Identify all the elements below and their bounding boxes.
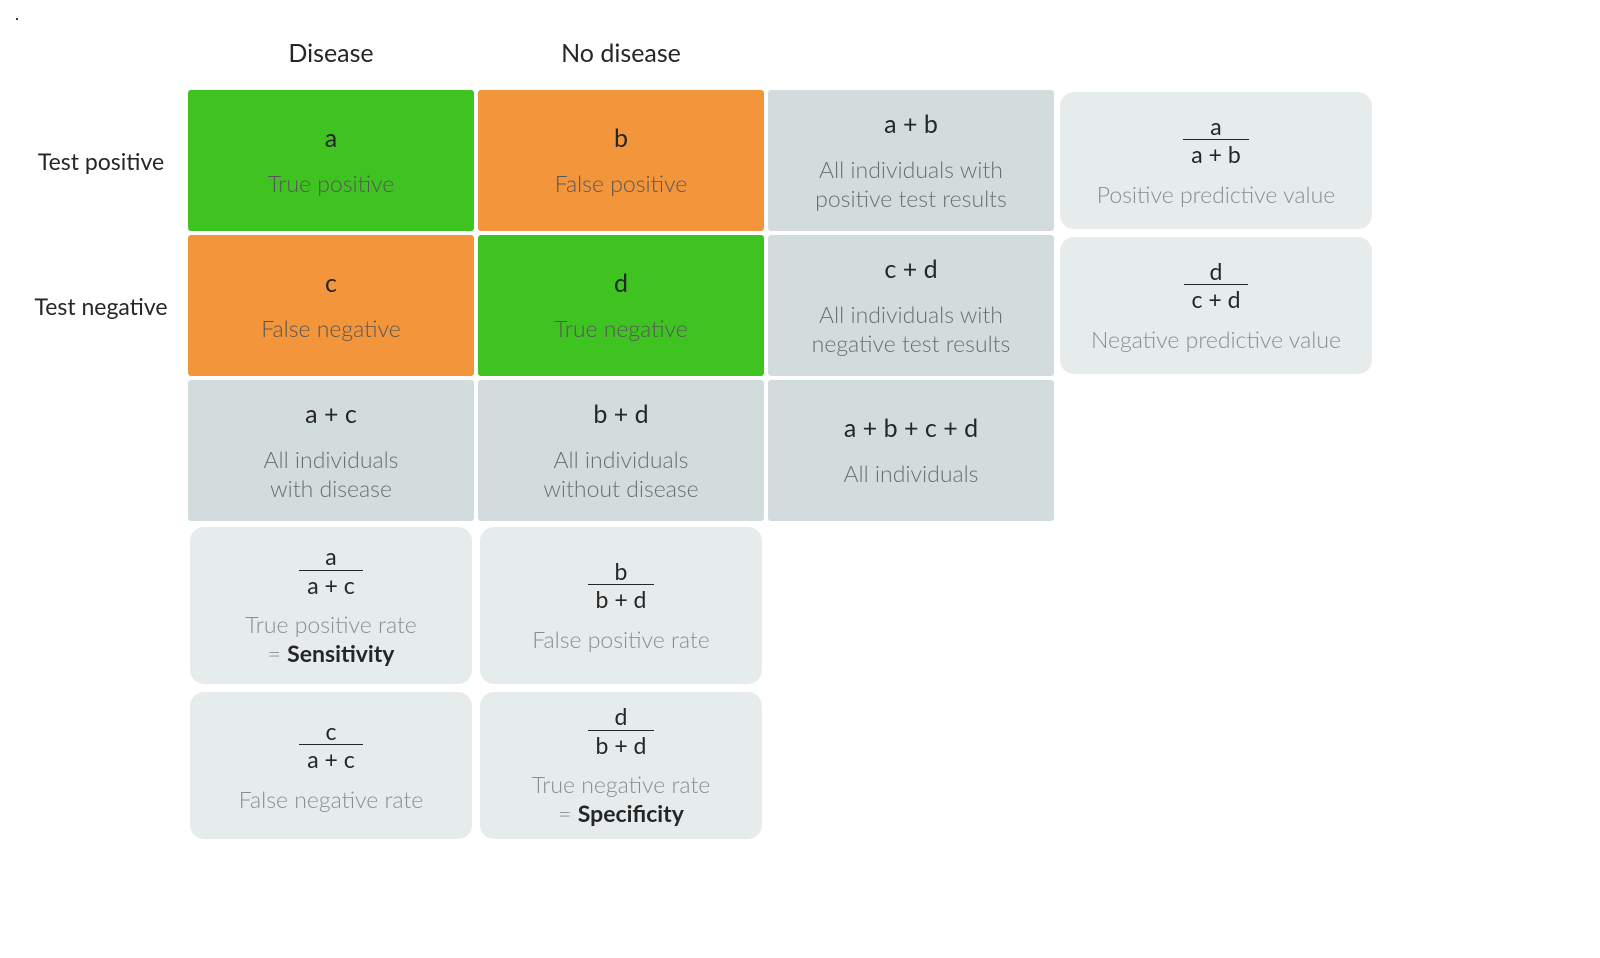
specificity-fraction: d b + d bbox=[588, 703, 655, 758]
specificity-cell: d b + d True negative rate= Specificity bbox=[480, 692, 762, 839]
fnr-cell: c a + c False negative rate bbox=[190, 692, 472, 839]
sensitivity-cell: a a + c True positive rate= Sensitivity bbox=[190, 527, 472, 684]
row2-total-label: All individuals withnegative test result… bbox=[812, 300, 1011, 358]
rowlabel-test-positive: Test positive bbox=[16, 88, 186, 233]
ppv-fraction: a a + b bbox=[1183, 113, 1248, 168]
header-no-disease: No disease bbox=[476, 18, 766, 88]
sensitivity-fraction: a a + c bbox=[299, 543, 363, 598]
row1-total: a + b All individuals withpositive test … bbox=[768, 90, 1054, 231]
row2-total: c + d All individuals withnegative test … bbox=[768, 235, 1054, 376]
cell-b-false-positive: b False positive bbox=[478, 90, 764, 231]
grand-total: a + b + c + d All individuals bbox=[768, 380, 1054, 521]
npv-fraction: d c + d bbox=[1184, 258, 1249, 313]
fpr-cell: b b + d False positive rate bbox=[480, 527, 762, 684]
confusion-matrix-grid: Disease No disease Test positive a True … bbox=[16, 18, 1584, 843]
col2-total-label: All individualswithout disease bbox=[543, 445, 698, 503]
row1-total-label: All individuals withpositive test result… bbox=[815, 155, 1007, 213]
cell-a-true-positive: a True positive bbox=[188, 90, 474, 231]
fpr-fraction: b b + d bbox=[588, 558, 655, 613]
npv-cell: d c + d Negative predictive value bbox=[1060, 237, 1372, 374]
cell-d-true-negative: d True negative bbox=[478, 235, 764, 376]
cell-c-false-negative: c False negative bbox=[188, 235, 474, 376]
col2-total: b + d All individualswithout disease bbox=[478, 380, 764, 521]
ppv-cell: a a + b Positive predictive value bbox=[1060, 92, 1372, 229]
sensitivity-label: True positive rate= Sensitivity bbox=[245, 610, 417, 668]
specificity-label: True negative rate= Specificity bbox=[532, 770, 711, 828]
col1-total: a + c All individualswith disease bbox=[188, 380, 474, 521]
col1-total-label: All individualswith disease bbox=[264, 445, 399, 503]
fnr-fraction: c a + c bbox=[299, 718, 363, 773]
header-disease: Disease bbox=[186, 18, 476, 88]
rowlabel-test-negative: Test negative bbox=[16, 233, 186, 378]
